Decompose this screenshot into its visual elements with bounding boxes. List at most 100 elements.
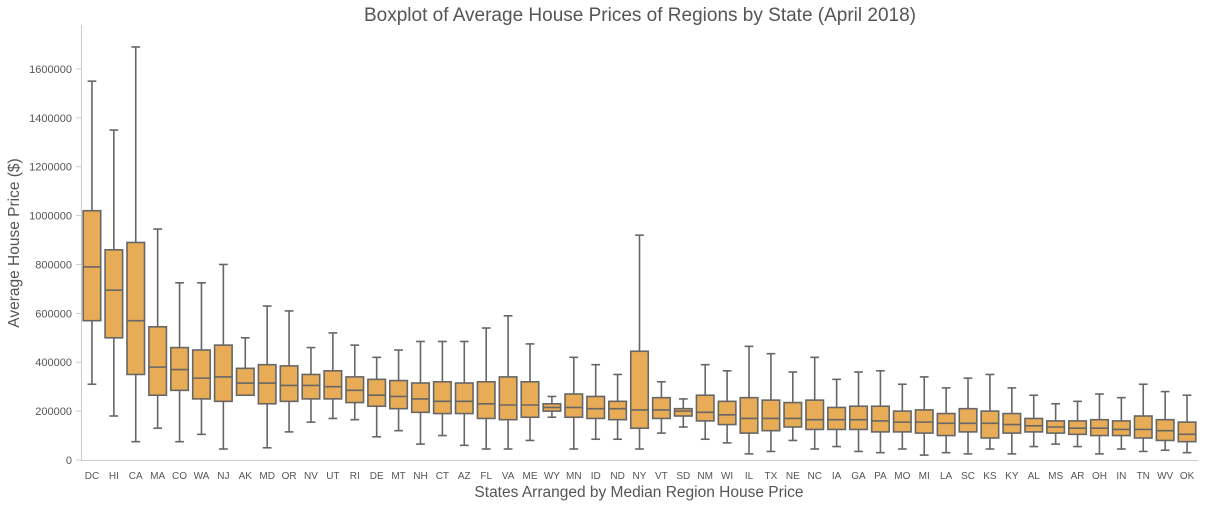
iqr-box bbox=[848, 405, 869, 431]
box-tx bbox=[761, 352, 781, 453]
iqr-box bbox=[673, 407, 693, 417]
box-hi bbox=[104, 129, 124, 417]
x-tick-label: AR bbox=[1071, 471, 1085, 482]
x-tick-label: ND bbox=[610, 471, 624, 482]
x-tick-label: ID bbox=[591, 471, 601, 482]
x-tick-label: CO bbox=[172, 471, 187, 482]
box-mi bbox=[914, 376, 934, 456]
x-tick-label: WI bbox=[721, 471, 733, 482]
box-ut bbox=[323, 332, 343, 420]
x-tick-label: HI bbox=[109, 471, 119, 482]
box-ia bbox=[827, 378, 847, 448]
x-tick-label: MN bbox=[566, 471, 582, 482]
iqr-box bbox=[279, 365, 299, 403]
box-la bbox=[936, 387, 956, 454]
y-tick-label: 1200000 bbox=[29, 162, 72, 174]
iqr-box bbox=[958, 407, 978, 433]
y-tick-label: 600000 bbox=[35, 308, 72, 320]
x-tick-label: WA bbox=[194, 471, 210, 482]
x-tick-label: PA bbox=[874, 471, 887, 482]
box-nh bbox=[410, 340, 431, 445]
iqr-box bbox=[608, 400, 628, 421]
iqr-box bbox=[695, 394, 715, 422]
box-oh bbox=[1089, 393, 1110, 455]
y-tick-label: 1400000 bbox=[29, 113, 72, 125]
x-tick-label: SD bbox=[676, 471, 690, 482]
box-il bbox=[739, 345, 759, 455]
iqr-box bbox=[476, 380, 496, 420]
x-tick-label: NM bbox=[697, 471, 713, 482]
y-tick-label: 400000 bbox=[35, 357, 72, 369]
y-ticks: 0 200000 400000 600000 800000 1000000 1200000 1… bbox=[29, 64, 81, 467]
x-tick-label: AZ bbox=[458, 471, 471, 482]
y-tick-label: 1600000 bbox=[29, 64, 72, 76]
iqr-box bbox=[498, 376, 518, 421]
box-nj bbox=[213, 263, 233, 450]
box-ny bbox=[629, 234, 650, 450]
box-ct bbox=[432, 340, 452, 437]
iqr-box bbox=[191, 349, 212, 400]
box-fl bbox=[476, 327, 496, 450]
box-nc bbox=[805, 356, 825, 450]
x-tick-label: WV bbox=[1157, 471, 1173, 482]
iqr-box bbox=[213, 344, 233, 403]
box-nv bbox=[301, 346, 321, 423]
iqr-box bbox=[761, 399, 781, 432]
box-nm bbox=[695, 363, 715, 441]
x-tick-label: IA bbox=[832, 471, 842, 482]
x-tick-label: AL bbox=[1028, 471, 1041, 482]
iqr-box bbox=[257, 363, 277, 405]
x-tick-label: OK bbox=[1180, 471, 1195, 482]
box-wy bbox=[542, 395, 562, 419]
y-axis-label: Average House Price ($) bbox=[6, 158, 23, 327]
x-tick-label: MS bbox=[1048, 471, 1063, 482]
x-tick-label: RI bbox=[350, 471, 360, 482]
x-tick-label: ME bbox=[522, 471, 537, 482]
box-pa bbox=[870, 369, 890, 454]
box-ca bbox=[126, 46, 146, 443]
x-tick-label: NC bbox=[807, 471, 821, 482]
iqr-box bbox=[1111, 420, 1131, 437]
box-co bbox=[169, 282, 190, 443]
box-ak bbox=[235, 336, 255, 397]
box-ar bbox=[1067, 400, 1088, 448]
x-tick-label: DE bbox=[370, 471, 384, 482]
iqr-box bbox=[783, 401, 803, 428]
box-nd bbox=[608, 373, 628, 441]
x-tick-label: LA bbox=[940, 471, 953, 482]
x-tick-label: KS bbox=[983, 471, 997, 482]
iqr-box bbox=[301, 373, 321, 400]
box-md bbox=[257, 305, 277, 449]
iqr-box bbox=[126, 241, 146, 376]
x-tick-label: TN bbox=[1137, 471, 1150, 482]
x-tick-label: NY bbox=[633, 471, 647, 482]
box-id bbox=[586, 363, 606, 441]
box-mt bbox=[389, 349, 409, 432]
box-vt bbox=[651, 380, 671, 434]
x-tick-label: OR bbox=[282, 471, 297, 482]
x-tick-label: MD bbox=[259, 471, 275, 482]
x-tick-label: DC bbox=[85, 471, 99, 482]
iqr-box bbox=[805, 399, 825, 431]
box-or bbox=[279, 310, 299, 433]
x-tick-label: CT bbox=[436, 471, 449, 482]
iqr-box bbox=[629, 350, 650, 430]
x-tick-label: MA bbox=[150, 471, 165, 482]
box-wi bbox=[717, 369, 737, 444]
iqr-box bbox=[1177, 421, 1197, 443]
x-tick-label: FL bbox=[480, 471, 492, 482]
x-tick-label: KY bbox=[1005, 471, 1019, 482]
box-dc bbox=[82, 80, 102, 386]
box-ga bbox=[848, 371, 869, 453]
box-az bbox=[454, 340, 474, 447]
box-al bbox=[1024, 394, 1044, 448]
x-tick-label: OH bbox=[1092, 471, 1107, 482]
y-tick-label: 1000000 bbox=[29, 211, 72, 223]
x-tick-label: VT bbox=[655, 471, 668, 482]
y-tick-label: 0 bbox=[66, 455, 72, 467]
iqr-box bbox=[1133, 415, 1153, 439]
iqr-box bbox=[980, 410, 1000, 439]
iqr-box bbox=[520, 380, 540, 419]
iqr-box bbox=[1002, 412, 1022, 434]
